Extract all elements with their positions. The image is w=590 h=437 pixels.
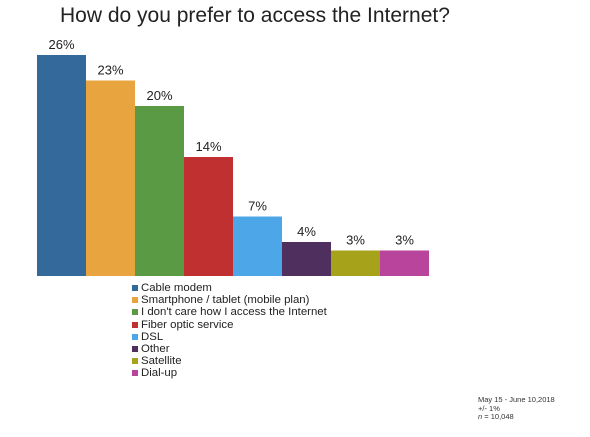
bar-6 (282, 242, 331, 276)
legend-swatch-3 (132, 309, 138, 316)
legend-item-7: Satellite (132, 355, 327, 367)
chart-title: How do you prefer to access the Internet… (60, 4, 450, 27)
value-labels-group: 26% 23% 20% 14% 7% 4% 3% 3% (48, 37, 414, 248)
bars-group (37, 55, 429, 276)
bar-8 (380, 250, 429, 276)
value-label-7: 3% (346, 233, 365, 248)
footnote: May 15 - June 10,2018 +/- 1% n = 10,048 (478, 395, 555, 422)
value-label-1: 26% (48, 37, 74, 52)
legend-swatch-7 (132, 358, 138, 365)
legend-label-6: Other (141, 343, 170, 356)
legend-label-8: Dial-up (141, 367, 178, 380)
legend-swatch-6 (132, 346, 138, 353)
bar-1 (37, 55, 86, 276)
legend-label-2: Smartphone / tablet (mobile plan) (141, 294, 310, 307)
bar-4 (184, 157, 233, 276)
legend-swatch-2 (132, 297, 138, 304)
legend-item-1: Cable modem (132, 282, 327, 294)
value-label-5: 7% (248, 199, 267, 214)
footnote-n-value: = 10,048 (484, 412, 514, 422)
legend-item-4: Fiber optic service (132, 319, 327, 331)
bar-7 (331, 250, 380, 276)
footnote-sample-size: n = 10,048 (478, 412, 555, 422)
legend-swatch-4 (132, 321, 138, 328)
legend-item-2: Smartphone / tablet (mobile plan) (132, 294, 327, 306)
legend-label-5: DSL (141, 330, 164, 343)
legend-swatch-5 (132, 333, 138, 340)
footnote-dates: May 15 - June 10,2018 (478, 395, 555, 404)
legend: Cable modem Smartphone / tablet (mobile p… (132, 282, 327, 380)
legend-swatch-8 (132, 370, 138, 377)
bar-3 (135, 106, 184, 276)
value-label-3: 20% (146, 88, 172, 103)
footnote-n-label: n (478, 412, 483, 422)
legend-label-1: Cable modem (141, 282, 212, 295)
legend-label-7: Satellite (141, 355, 182, 368)
legend-item-8: Dial-up (132, 367, 327, 379)
value-label-2: 23% (97, 63, 123, 78)
legend-item-5: DSL (132, 331, 327, 343)
value-label-8: 3% (395, 233, 414, 248)
legend-swatch-1 (132, 285, 138, 292)
legend-label-4: Fiber optic service (141, 318, 234, 331)
value-label-4: 14% (195, 139, 221, 154)
footnote-margin: +/- 1% (478, 403, 500, 413)
value-label-6: 4% (297, 224, 316, 239)
bar-5 (233, 216, 282, 276)
bar-2 (86, 80, 135, 276)
legend-item-3: I don't care how I access the Internet (132, 306, 327, 318)
legend-label-3: I don't care how I access the Internet (141, 306, 327, 319)
legend-item-6: Other (132, 343, 327, 355)
